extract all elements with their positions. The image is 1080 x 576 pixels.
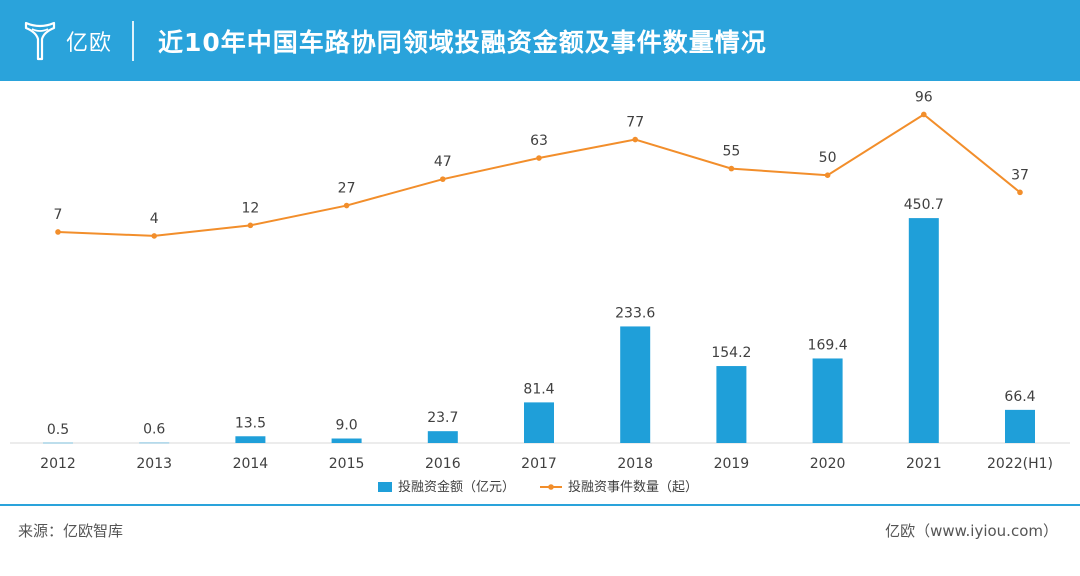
bar-label-2022(H1): 66.4 (1004, 389, 1035, 405)
bar-label-2020: 169.4 (808, 337, 848, 353)
line-label-2013: 4 (150, 211, 159, 227)
x-tick-label-2021: 2021 (906, 456, 942, 472)
chart: 0.5 0.6 13.5 9.0 23.7 81.4 233.6 154.2 169.4 450.… (10, 89, 1070, 495)
line-label-2022(H1): 37 (1011, 167, 1029, 183)
bar-2020 (812, 358, 843, 443)
bar-label-2014: 13.5 (235, 415, 266, 431)
bar-label-2015: 9.0 (335, 418, 357, 434)
yiou-logo-icon (24, 21, 56, 60)
line-point-2022(H1) (1017, 189, 1023, 196)
line-label-2015: 27 (338, 181, 356, 197)
line-label-2012: 7 (54, 207, 63, 223)
line-label-2016: 47 (434, 154, 452, 170)
x-tick-label-2014: 2014 (233, 456, 269, 472)
line-point-2020 (824, 172, 831, 178)
line-point-2017 (536, 155, 542, 161)
page-title: 近10年中国车路协同领域投融资金额及事件数量情况 (158, 27, 767, 57)
line-point-2013 (151, 233, 157, 239)
x-tick-label-2015: 2015 (329, 456, 365, 472)
bar-label-2021: 450.7 (904, 197, 944, 213)
line-label-2017: 63 (530, 133, 548, 149)
line-point-2018 (632, 136, 638, 143)
line-label-2014: 12 (241, 200, 259, 216)
x-tick-label-2020: 2020 (810, 456, 846, 472)
bar-label-2017: 81.4 (523, 381, 554, 397)
header-divider (132, 20, 135, 61)
logo-text: 亿欧 (66, 30, 113, 56)
legend-marker-count (548, 484, 554, 490)
x-tick-label-2016: 2016 (425, 456, 461, 472)
bar-2012 (43, 442, 73, 444)
legend-swatch-amount (378, 482, 392, 492)
bar-label-2018: 233.6 (615, 305, 655, 321)
bar-2018 (620, 326, 651, 443)
x-tick-label-2019: 2019 (714, 456, 750, 472)
bar-2019 (716, 366, 747, 443)
footer-divider (0, 504, 1080, 506)
line-point-2012 (55, 229, 61, 235)
bar-2015 (331, 438, 362, 443)
bar-2016 (427, 431, 458, 443)
x-tick-label-2013: 2013 (136, 456, 172, 472)
line-point-2019 (728, 165, 735, 172)
site-credit: 亿欧（www.iyiou.com） (885, 522, 1058, 540)
line-label-2021: 96 (915, 89, 933, 105)
source-note: 来源：亿欧智库 (18, 522, 124, 540)
line-label-2020: 50 (819, 150, 837, 166)
x-tick-label-2018: 2018 (617, 456, 653, 472)
line-label-2019: 55 (722, 144, 740, 160)
line-point-2014 (247, 222, 254, 229)
bar-2014 (235, 436, 266, 443)
logo: 亿欧 (22, 19, 112, 63)
legend-label-amount: 投融资金额（亿元） (398, 479, 515, 495)
x-tick-label-2022(H1): 2022(H1) (987, 456, 1053, 472)
bar-2021 (908, 218, 939, 443)
bar-label-2012: 0.5 (47, 422, 69, 438)
bar-label-2019: 154.2 (711, 345, 751, 361)
legend-label-count: 投融资事件数量（起） (568, 479, 698, 495)
line-point-2016 (440, 176, 446, 182)
line-point-2021 (921, 111, 927, 118)
bar-2017 (524, 402, 554, 443)
bar-2022(H1) (1005, 409, 1035, 443)
x-tick-label-2012: 2012 (40, 456, 76, 472)
bar-label-2013: 0.6 (143, 422, 165, 438)
line-label-2018: 77 (626, 115, 644, 131)
x-tick-label-2017: 2017 (521, 456, 557, 472)
bar-label-2016: 23.7 (427, 410, 458, 426)
header-bar: 亿欧 近10年中国车路协同领域投融资金额及事件数量情况 (0, 0, 1080, 81)
line-point-2015 (343, 202, 350, 209)
bar-2013 (139, 442, 170, 444)
